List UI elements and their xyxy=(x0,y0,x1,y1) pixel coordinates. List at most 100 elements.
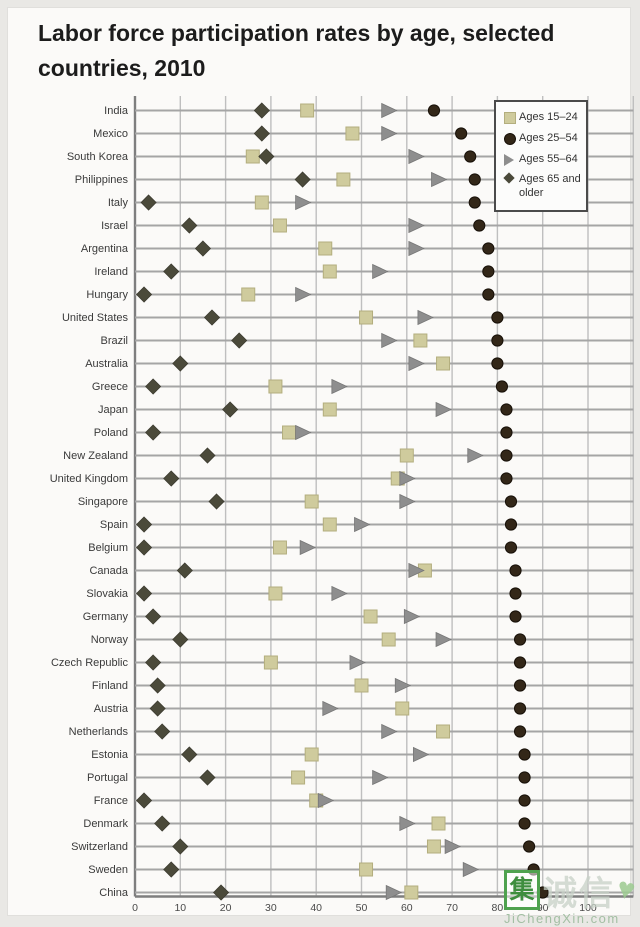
square-marker-icon xyxy=(504,112,519,124)
x-tick-label: 10 xyxy=(174,902,186,914)
marker-ages-25-54 xyxy=(427,104,441,117)
country-label: Slovakia xyxy=(86,588,128,600)
marker-ages-15-24 xyxy=(254,195,269,210)
x-tick-label: 0 xyxy=(132,902,138,914)
marker-ages-25-54 xyxy=(513,656,527,669)
country-label: Austria xyxy=(94,703,129,715)
marker-ages-65-older xyxy=(194,240,212,257)
country-label: Denmark xyxy=(83,818,128,830)
country-label: Ireland xyxy=(94,266,128,278)
marker-ages-55-64 xyxy=(381,723,398,740)
country-label: Belgium xyxy=(88,542,128,554)
country-label: Brazil xyxy=(100,335,128,347)
legend-item-ages-55-64: Ages 55–64 xyxy=(504,153,581,167)
marker-ages-15-24 xyxy=(436,724,451,739)
country-label: Singapore xyxy=(78,496,128,508)
marker-ages-55-64 xyxy=(322,700,339,717)
marker-ages-55-64 xyxy=(349,654,366,671)
marker-ages-25-54 xyxy=(509,587,522,600)
marker-ages-55-64 xyxy=(435,631,452,648)
marker-ages-25-54 xyxy=(504,518,518,531)
country-label: Germany xyxy=(83,611,129,623)
x-tick-label: 40 xyxy=(310,902,322,914)
heart-icon: ♥ xyxy=(613,871,639,908)
country-label: Greece xyxy=(92,381,128,393)
marker-ages-25-54 xyxy=(491,357,504,370)
marker-ages-55-64 xyxy=(399,493,416,510)
country-label: Portugal xyxy=(87,772,128,784)
marker-ages-65-older xyxy=(135,516,153,533)
legend-label: Ages 65 and older xyxy=(519,173,581,199)
country-label: Switzerland xyxy=(71,841,128,853)
country-label: China xyxy=(99,887,129,899)
marker-ages-25-54 xyxy=(473,219,486,232)
marker-ages-15-24 xyxy=(241,287,256,302)
marker-ages-55-64 xyxy=(444,838,462,855)
legend-label: Ages 25–54 xyxy=(519,131,578,144)
marker-ages-65-older xyxy=(145,378,162,395)
marker-ages-15-24 xyxy=(272,218,287,233)
country-label: New Zealand xyxy=(63,450,128,462)
country-label: Hungary xyxy=(86,289,128,301)
country-label: Netherlands xyxy=(69,726,129,738)
country-label: South Korea xyxy=(67,151,129,163)
marker-ages-25-54 xyxy=(500,403,513,416)
x-tick-label: 30 xyxy=(265,902,277,914)
marker-ages-25-54 xyxy=(482,288,495,301)
marker-ages-65-older xyxy=(135,585,153,602)
marker-ages-65-older xyxy=(181,746,198,763)
marker-ages-15-24 xyxy=(399,448,414,463)
marker-ages-55-64 xyxy=(435,401,452,418)
country-label: France xyxy=(94,795,128,807)
marker-ages-55-64 xyxy=(467,447,484,464)
legend-box: Ages 15–24 Ages 25–54 Ages 55–64 Ages 65… xyxy=(494,100,588,212)
marker-ages-15-24 xyxy=(395,701,410,716)
x-tick-label: 70 xyxy=(446,902,458,914)
marker-ages-55-64 xyxy=(317,792,335,809)
marker-ages-65-older xyxy=(135,792,153,809)
marker-ages-65-older xyxy=(231,332,248,349)
marker-ages-15-24 xyxy=(359,862,374,877)
marker-ages-65-older xyxy=(208,493,225,510)
marker-ages-25-54 xyxy=(518,771,531,784)
marker-ages-65-older xyxy=(172,631,189,648)
marker-ages-65-older xyxy=(135,539,153,556)
country-label: Finland xyxy=(92,680,128,692)
marker-ages-15-24 xyxy=(291,770,306,785)
marker-ages-55-64 xyxy=(381,102,398,119)
marker-ages-25-54 xyxy=(504,541,518,554)
marker-ages-65-older xyxy=(253,125,270,142)
marker-ages-55-64 xyxy=(295,286,312,303)
country-label: United Kingdom xyxy=(50,473,128,485)
marker-ages-25-54 xyxy=(495,380,509,393)
marker-ages-25-54 xyxy=(518,817,531,830)
country-label: India xyxy=(104,105,129,117)
marker-ages-65-older xyxy=(172,355,189,372)
marker-ages-65-older xyxy=(163,861,180,878)
marker-ages-55-64 xyxy=(385,884,403,901)
marker-ages-25-54 xyxy=(509,564,522,577)
marker-ages-65-older xyxy=(145,608,162,625)
marker-ages-15-24 xyxy=(272,540,287,555)
diamond-marker-icon xyxy=(503,172,519,184)
marker-ages-55-64 xyxy=(399,470,416,487)
marker-ages-15-24 xyxy=(363,609,378,624)
country-label: Israel xyxy=(101,220,128,232)
legend-label: Ages 55–64 xyxy=(519,152,578,165)
marker-ages-55-64 xyxy=(408,240,425,257)
legend-item-ages-25-54: Ages 25–54 xyxy=(504,132,581,146)
x-tick-label: 90 xyxy=(537,902,549,914)
marker-ages-55-64 xyxy=(295,194,312,211)
country-label: Canada xyxy=(89,565,128,577)
marker-ages-55-64 xyxy=(299,539,317,556)
marker-ages-65-older xyxy=(203,309,221,326)
country-label: Argentina xyxy=(81,243,129,255)
marker-ages-25-54 xyxy=(518,748,531,761)
marker-ages-15-24 xyxy=(268,586,283,601)
marker-ages-65-older xyxy=(176,562,193,579)
watermark-faint-characters: 诚信 xyxy=(543,874,615,913)
marker-ages-65-older xyxy=(172,838,189,855)
marker-ages-15-24 xyxy=(404,885,419,900)
marker-ages-55-64 xyxy=(381,125,398,142)
